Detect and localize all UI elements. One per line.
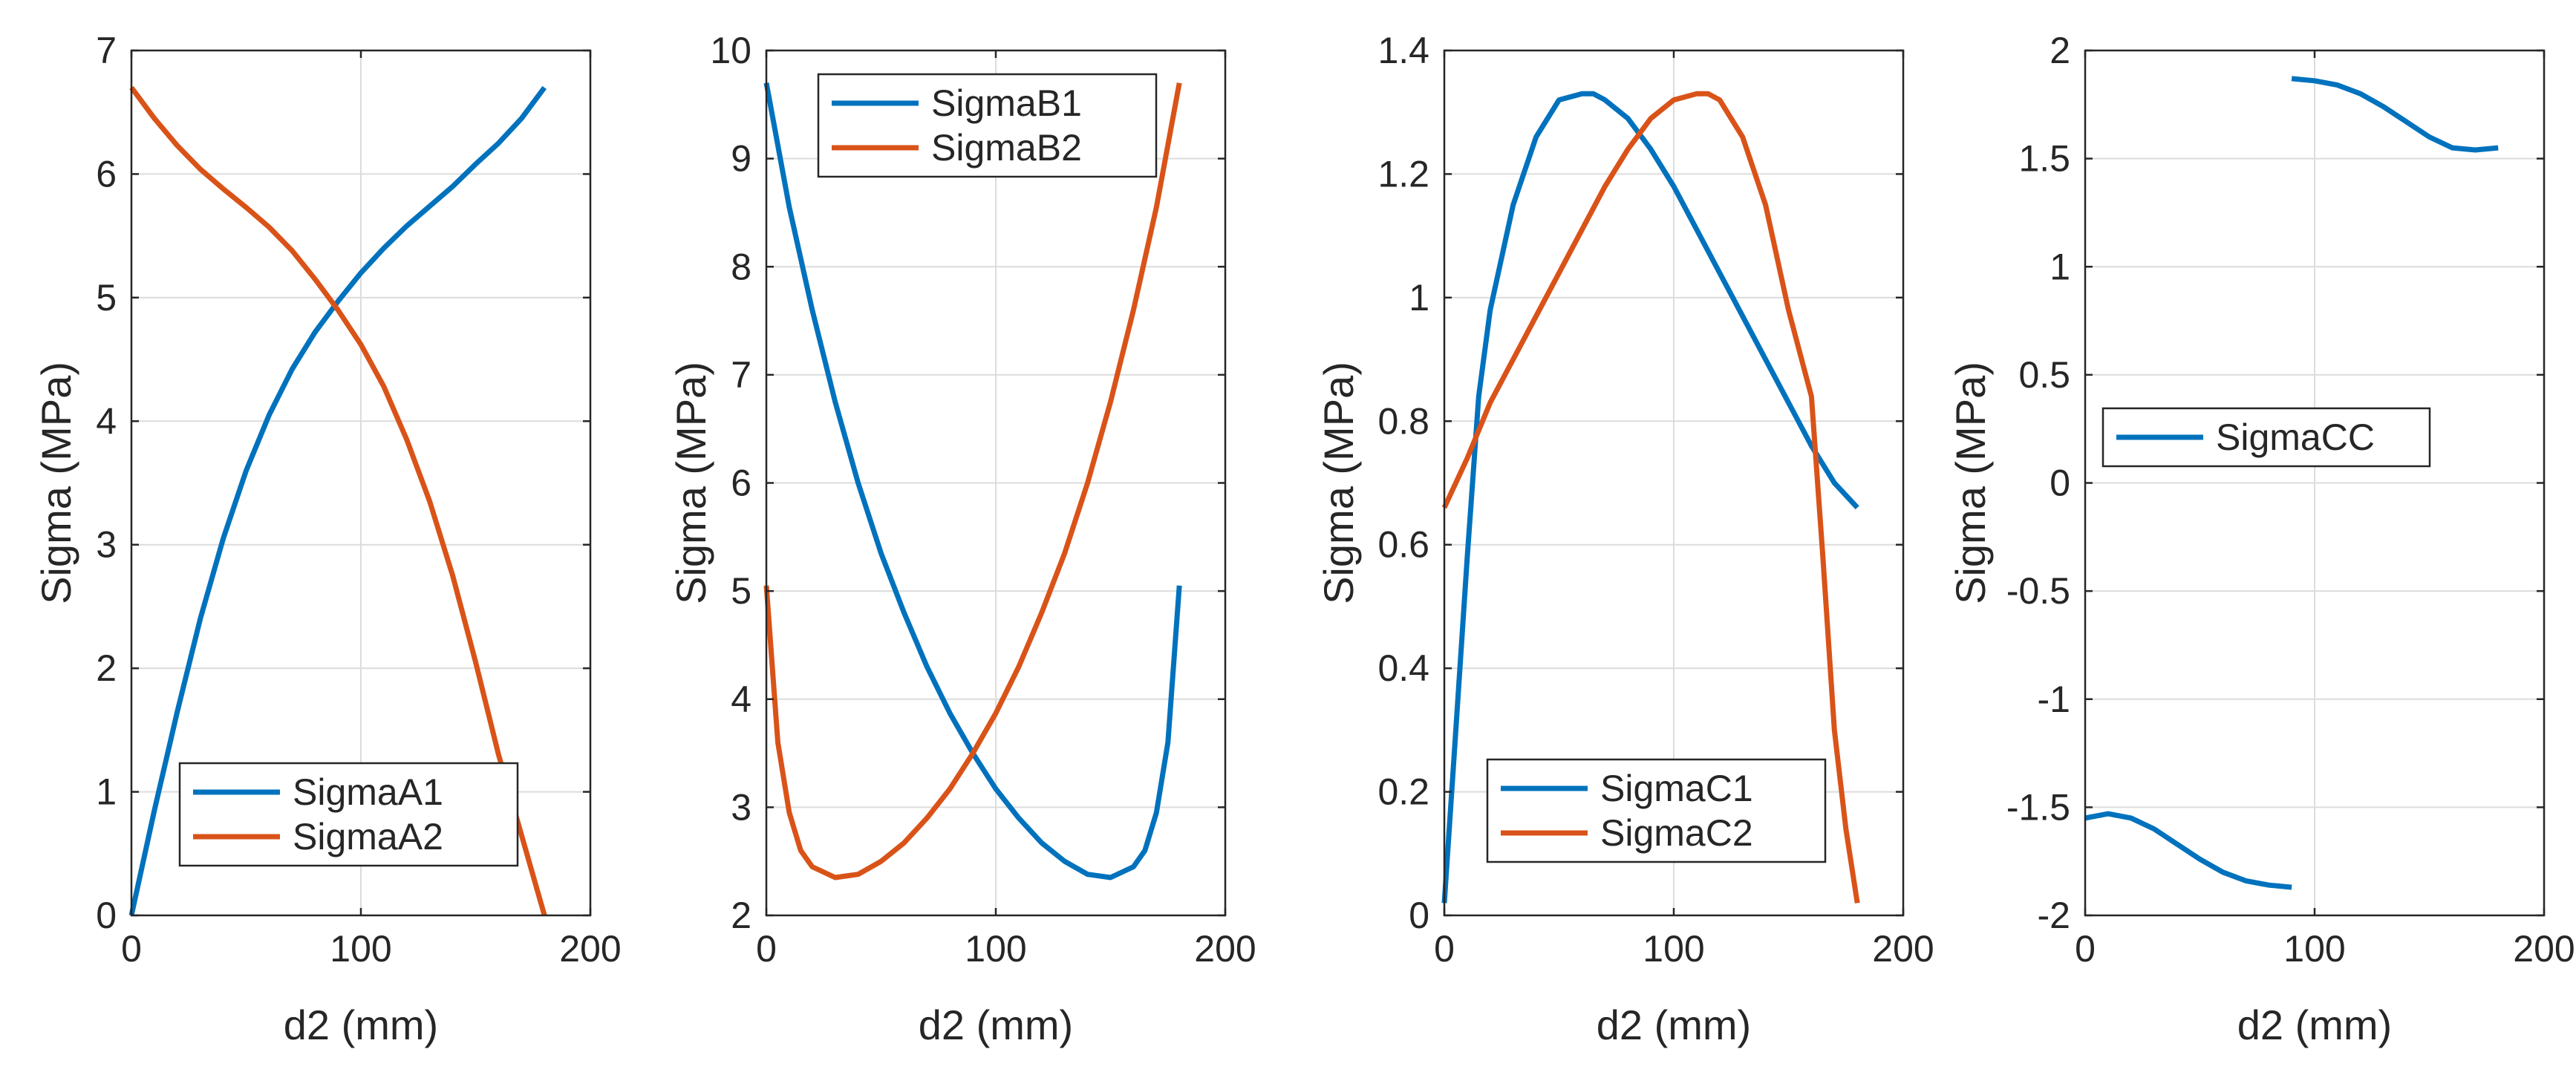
y-axis-label: Sigma (MPa) — [1315, 362, 1362, 604]
y-tick-label: -1.5 — [2006, 786, 2070, 828]
x-tick-label: 0 — [756, 928, 777, 970]
y-tick-label: 8 — [731, 246, 751, 287]
y-tick-label: 3 — [731, 786, 751, 828]
y-tick-label: 3 — [96, 524, 117, 566]
y-tick-label: 0.6 — [1377, 524, 1429, 566]
y-tick-label: 2 — [2050, 30, 2070, 71]
y-axis-label: Sigma (MPa) — [668, 362, 714, 604]
legend-label: SigmaA2 — [293, 816, 443, 857]
x-tick-label: 100 — [2283, 928, 2345, 970]
y-tick-label: 10 — [710, 30, 751, 71]
legend-label: SigmaA1 — [293, 771, 443, 813]
x-axis-label: d2 (mm) — [1597, 1002, 1751, 1048]
y-tick-label: -0.5 — [2006, 570, 2070, 612]
x-tick-label: 200 — [2513, 928, 2575, 970]
y-tick-label: 1 — [1409, 277, 1429, 318]
y-tick-label: 1.2 — [1377, 153, 1429, 195]
y-tick-label: 7 — [731, 354, 751, 396]
y-tick-label: 0 — [96, 895, 117, 936]
x-tick-label: 100 — [965, 928, 1026, 970]
y-tick-label: 1.4 — [1377, 30, 1429, 71]
chart-panel-3: 0 100 200 0 0.2 0.4 0.6 0.8 1 1.2 1.4 d2 (mm) Sigma … — [1315, 30, 1934, 1048]
legend-label: SigmaB2 — [931, 127, 1082, 169]
y-tick-label: 1 — [2050, 246, 2070, 287]
x-axis-label: d2 (mm) — [919, 1002, 1073, 1048]
chart-panel-1: 0 100 200 0 1 2 3 4 5 6 7 d2 (mm) Sigma (MPa) SigmaA1… — [33, 30, 622, 1048]
y-tick-label: 0 — [2050, 463, 2070, 504]
y-tick-label: 4 — [96, 400, 117, 442]
y-tick-label: 0.5 — [2018, 354, 2070, 396]
series-line-SigmaB2 — [763, 82, 1182, 880]
y-tick-label: 0.8 — [1377, 400, 1429, 442]
chart-panel-2: 0 100 200 2 3 4 5 6 7 8 9 10 d2 (mm) Sigma (MPa) Sigma… — [668, 30, 1256, 1048]
legend-label: SigmaCC — [2216, 416, 2375, 458]
chart-panel-4: 0 100 200 -2 -1.5 -1 -0.5 0 0.5 1 1.5 2 d2 (mm) Sigma… — [1947, 30, 2575, 1048]
x-axis-label: d2 (mm) — [284, 1002, 438, 1048]
x-tick-label: 200 — [559, 928, 621, 970]
y-tick-label: 6 — [96, 153, 117, 195]
y-tick-label: 0.2 — [1377, 771, 1429, 813]
series-line-SigmaA2 — [129, 85, 547, 916]
y-tick-label: -1 — [2038, 679, 2070, 720]
series-line-SigmaB1 — [763, 82, 1182, 880]
legend-box — [1486, 758, 1827, 863]
y-tick-label: 4 — [731, 679, 751, 720]
y-tick-label: -2 — [2038, 895, 2070, 936]
legend-label: SigmaC1 — [1600, 768, 1753, 809]
y-tick-label: 1.5 — [2018, 138, 2070, 180]
x-tick-label: 200 — [1872, 928, 1934, 970]
x-tick-label: 100 — [330, 928, 391, 970]
series-line-SigmaA1 — [128, 85, 547, 916]
y-axis-label: Sigma (MPa) — [33, 362, 79, 604]
y-tick-label: 0 — [1409, 895, 1429, 936]
y-tick-label: 2 — [731, 895, 751, 936]
x-tick-label: 0 — [121, 928, 142, 970]
y-tick-label: 0.4 — [1377, 647, 1429, 689]
x-tick-label: 0 — [2075, 928, 2096, 970]
x-tick-label: 200 — [1194, 928, 1256, 970]
x-tick-label: 0 — [1434, 928, 1455, 970]
y-tick-label: 6 — [731, 463, 751, 504]
y-tick-label: 7 — [96, 30, 117, 71]
series-line-SigmaC2 — [1441, 91, 1860, 904]
legend-label: SigmaB1 — [931, 82, 1082, 124]
y-tick-label: 5 — [96, 277, 117, 318]
legend-box — [178, 762, 519, 867]
legend-label: SigmaC2 — [1600, 812, 1753, 854]
legend-box — [817, 73, 1158, 178]
x-axis-label: d2 (mm) — [2237, 1002, 2392, 1048]
y-axis-label: Sigma (MPa) — [1947, 362, 1994, 604]
legend: SigmaCC — [2101, 407, 2431, 468]
y-tick-label: 5 — [731, 570, 751, 612]
y-tick-label: 9 — [731, 138, 751, 180]
series-line-SigmaC1 — [1441, 91, 1859, 904]
series-line-SigmaCC — [2084, 76, 2499, 890]
y-tick-label: 1 — [96, 771, 117, 813]
x-tick-label: 100 — [1643, 928, 1704, 970]
y-tick-label: 2 — [96, 647, 117, 689]
